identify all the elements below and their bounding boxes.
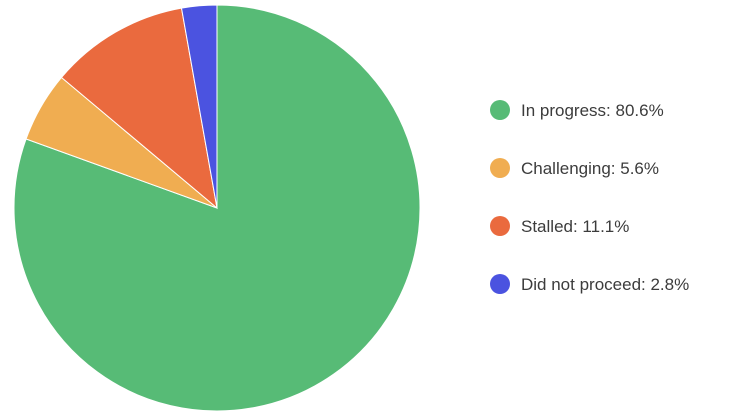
legend-marker-in-progress bbox=[490, 100, 510, 120]
legend-item-did-not-proceed: Did not proceed: 2.8% bbox=[490, 274, 689, 294]
legend-marker-challenging bbox=[490, 158, 510, 178]
pie-slice-stalled bbox=[60, 7, 218, 210]
legend-marker-did-not-proceed bbox=[490, 274, 510, 294]
legend-marker-stalled bbox=[490, 216, 510, 236]
legend-label-did-not-proceed: Did not proceed: 2.8% bbox=[521, 275, 689, 294]
legend-label-challenging: Challenging: 5.6% bbox=[521, 159, 659, 178]
legend-item-stalled: Stalled: 11.1% bbox=[490, 216, 629, 236]
legend: In progress: 80.6% Challenging: 5.6% Stall… bbox=[490, 100, 689, 294]
pie-slice-did-not-proceed bbox=[180, 4, 218, 209]
legend-item-challenging: Challenging: 5.6% bbox=[490, 158, 659, 178]
pie-slices bbox=[13, 4, 421, 412]
legend-item-in-progress: In progress: 80.6% bbox=[490, 100, 664, 120]
legend-label-stalled: Stalled: 11.1% bbox=[521, 217, 629, 236]
legend-label-in-progress: In progress: 80.6% bbox=[521, 101, 664, 120]
